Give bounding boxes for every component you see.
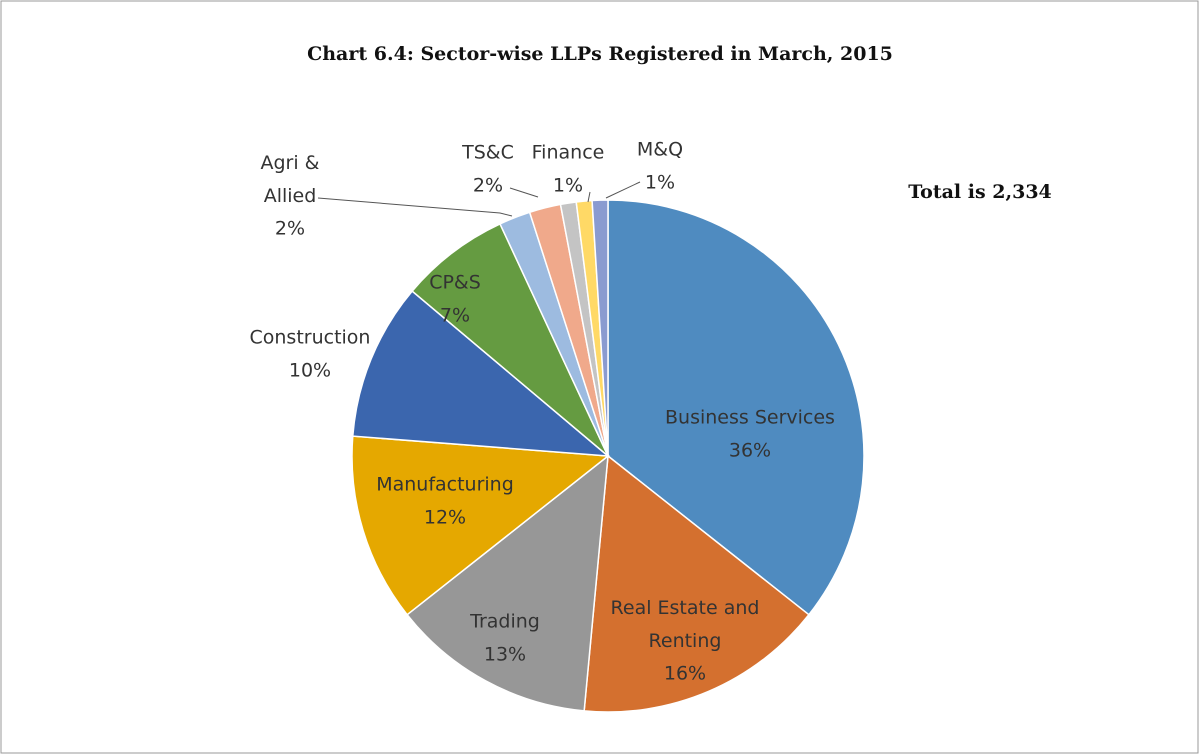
chart-title: Chart 6.4: Sector-wise LLPs Registered i… [307,43,893,65]
leader-line [587,191,591,203]
slice-label: Construction [250,327,371,349]
pie-slice [583,454,810,713]
slice-label: Business Services [665,407,835,429]
slice-label: Trading [469,611,540,633]
slice-value-label: 36% [729,440,771,462]
slice-label: Agri & Allied [260,152,319,207]
slice-value-label: 10% [289,360,331,382]
slice-label: CP&S [429,272,481,294]
pie-slice [607,199,865,616]
slice-label: Manufacturing [376,474,514,496]
slice-value-label: 2% [473,175,503,197]
pie-slice [351,290,611,457]
slice-value-label: 12% [424,507,466,529]
slice-value-label: 16% [664,663,706,685]
slice-value-label: 7% [440,305,470,327]
pie-slice [351,435,610,616]
pie-slice [406,454,609,712]
total-annotation: Total is 2,334 [908,181,1052,203]
leader-line [509,187,539,198]
slice-value-label: 2% [275,218,305,240]
slice-label: M&Q [637,139,683,161]
slice-label: Real Estate and Renting [611,597,760,652]
slice-label: Finance [532,142,605,164]
pie-slice [411,222,609,457]
slice-value-label: 13% [484,644,526,666]
pie-slice [591,199,609,457]
slice-value-label: 1% [553,175,583,197]
slice-value-label: 1% [645,172,675,194]
slice-label: TS&C [461,142,514,164]
leader-line [317,197,513,217]
leader-line [605,181,641,199]
